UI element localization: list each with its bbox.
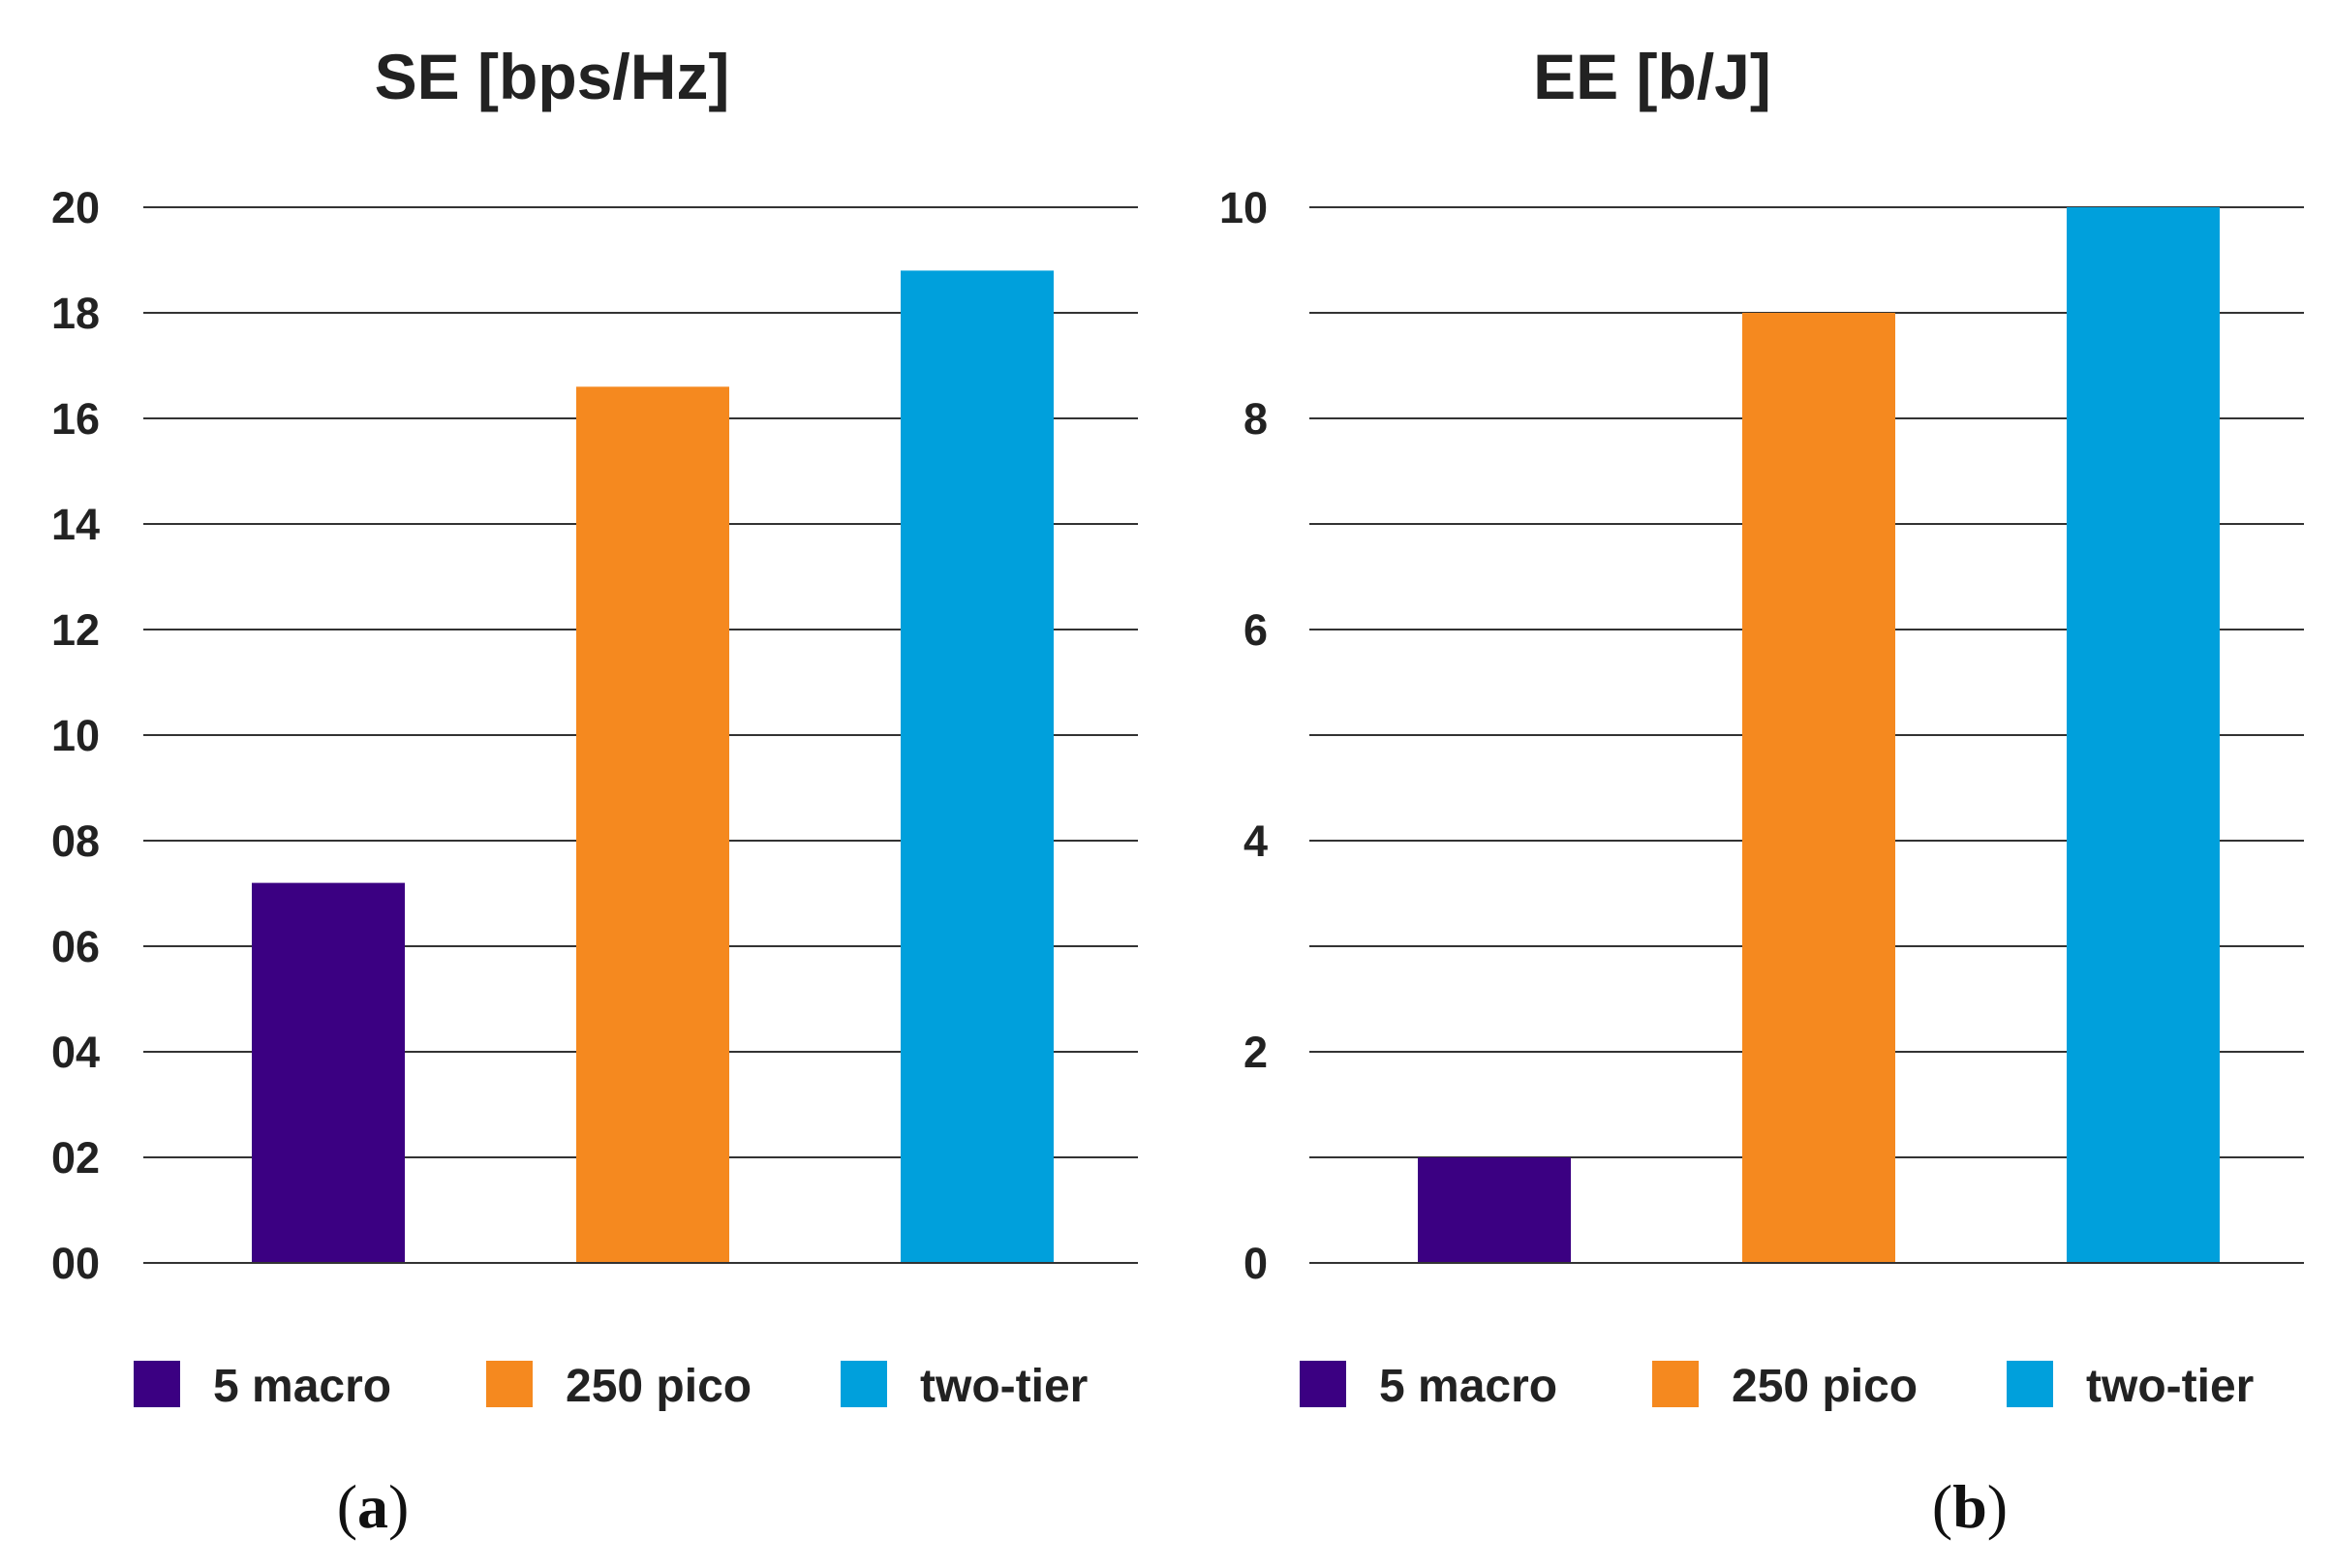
legend-label-se-5-macro: 5 macro: [213, 1361, 391, 1412]
y-tick-label-se: 10: [51, 711, 100, 760]
bar-ee-250-pico: [1742, 313, 1895, 1263]
legend-label-ee-250-pico: 250 pico: [1732, 1361, 1918, 1412]
y-tick-label-ee: 10: [1219, 183, 1268, 232]
legend-label-ee-two-tier: two-tier: [2086, 1361, 2254, 1412]
bar-ee-two-tier: [2067, 207, 2220, 1263]
bar-ee-5-macro: [1418, 1157, 1571, 1263]
chart-se: SE [bps/Hz] 00 02 04 06 08 10 12 14 16 18 20 5 mac…: [51, 41, 1138, 1541]
y-tick-label-se: 14: [51, 500, 100, 549]
chart-title-ee: EE [b/J]: [1533, 41, 1771, 112]
y-ticks-ee: 0 2 4 6 8 10: [1219, 183, 1268, 1288]
y-tick-label-se: 20: [51, 183, 100, 232]
y-tick-label-se: 06: [51, 922, 100, 971]
y-tick-label-se: 08: [51, 816, 100, 866]
y-tick-label-ee: 6: [1243, 605, 1268, 655]
y-tick-label-ee: 0: [1243, 1239, 1268, 1288]
legend-swatch-se-250-pico: [486, 1361, 533, 1407]
bar-se-two-tier: [901, 270, 1054, 1263]
y-tick-label-se: 16: [51, 394, 100, 444]
y-tick-label-se: 12: [51, 605, 100, 655]
legend-se: 5 macro 250 pico two-tier: [134, 1361, 1088, 1412]
legend-label-se-two-tier: two-tier: [920, 1361, 1088, 1412]
y-tick-label-se: 02: [51, 1133, 100, 1183]
y-tick-label-ee: 8: [1243, 394, 1268, 444]
y-tick-label-se: 00: [51, 1239, 100, 1288]
panel-label-b: (b): [1932, 1472, 2008, 1541]
y-tick-label-se: 18: [51, 289, 100, 338]
chart-ee: EE [b/J] 0 2 4 6 8 10 5 macro 250 pico two-tier…: [1219, 41, 2304, 1541]
legend-label-ee-5-macro: 5 macro: [1379, 1361, 1557, 1412]
panel-label-a: (a): [337, 1472, 410, 1541]
y-ticks-se: 00 02 04 06 08 10 12 14 16 18 20: [51, 183, 100, 1288]
bar-se-250-pico: [576, 386, 729, 1263]
legend-swatch-ee-250-pico: [1652, 1361, 1699, 1407]
legend-swatch-se-two-tier: [841, 1361, 887, 1407]
legend-swatch-se-5-macro: [134, 1361, 180, 1407]
bars-se: [143, 270, 1138, 1264]
legend-swatch-ee-two-tier: [2007, 1361, 2053, 1407]
y-tick-label-ee: 2: [1243, 1028, 1268, 1077]
legend-ee: 5 macro 250 pico two-tier: [1300, 1361, 2254, 1412]
y-tick-label-ee: 4: [1243, 816, 1268, 866]
legend-swatch-ee-5-macro: [1300, 1361, 1346, 1407]
chart-title-se: SE [bps/Hz]: [375, 41, 730, 112]
bar-se-5-macro: [252, 882, 405, 1263]
y-tick-label-se: 04: [51, 1028, 100, 1077]
legend-label-se-250-pico: 250 pico: [566, 1361, 752, 1412]
bars-ee: [1309, 207, 2304, 1264]
